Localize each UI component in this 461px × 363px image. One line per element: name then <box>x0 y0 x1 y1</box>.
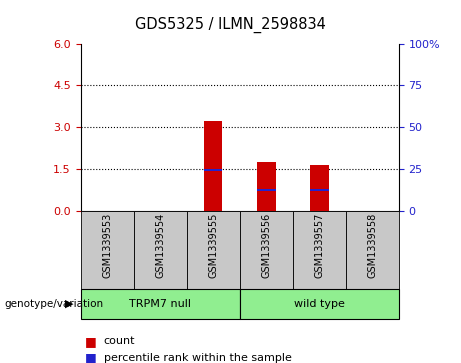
Bar <box>204 169 223 171</box>
Text: count: count <box>104 336 135 346</box>
Text: genotype/variation: genotype/variation <box>5 299 104 309</box>
Bar <box>204 122 223 211</box>
Text: GSM1339558: GSM1339558 <box>367 213 377 278</box>
Bar <box>310 189 329 191</box>
Text: ■: ■ <box>85 335 97 348</box>
Text: GSM1339553: GSM1339553 <box>102 213 112 278</box>
Text: percentile rank within the sample: percentile rank within the sample <box>104 352 292 363</box>
Bar <box>187 211 240 289</box>
Text: GSM1339554: GSM1339554 <box>155 213 165 278</box>
Text: GSM1339557: GSM1339557 <box>314 213 324 278</box>
Bar <box>240 289 399 319</box>
Text: GSM1339555: GSM1339555 <box>208 213 218 278</box>
Text: TRPM7 null: TRPM7 null <box>129 299 191 309</box>
Bar <box>240 211 293 289</box>
Text: GSM1339556: GSM1339556 <box>261 213 271 278</box>
Bar <box>346 211 399 289</box>
Bar <box>257 189 276 191</box>
Text: ■: ■ <box>85 351 97 363</box>
Bar <box>81 211 134 289</box>
Text: GDS5325 / ILMN_2598834: GDS5325 / ILMN_2598834 <box>135 16 326 33</box>
Bar <box>257 162 276 211</box>
Text: wild type: wild type <box>294 299 345 309</box>
Text: ▶: ▶ <box>65 299 73 309</box>
Bar <box>81 289 240 319</box>
Bar <box>293 211 346 289</box>
Bar <box>134 211 187 289</box>
Bar <box>310 165 329 211</box>
